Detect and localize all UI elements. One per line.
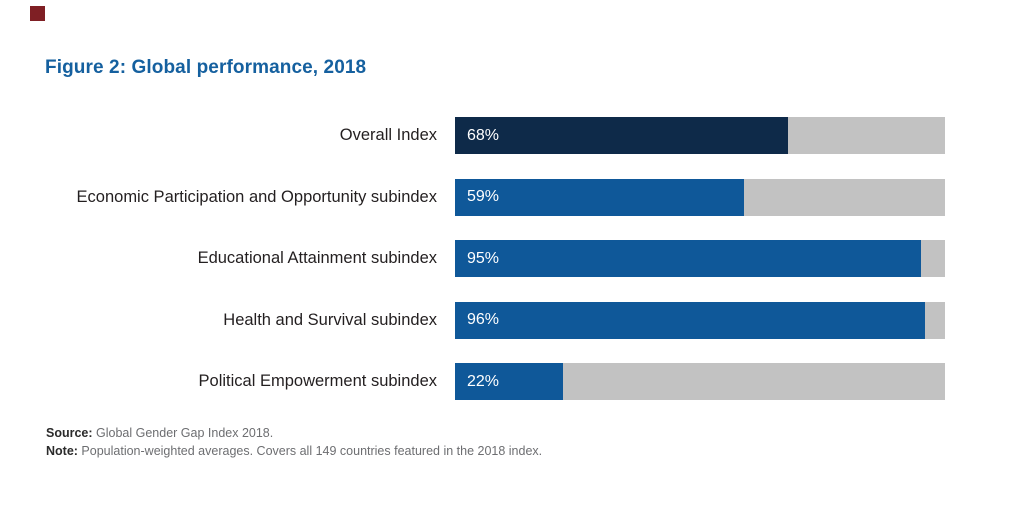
page-tab-marker: [30, 6, 45, 21]
chart-row: Educational Attainment subindex 95%: [0, 240, 1011, 277]
note-line: Note: Population-weighted averages. Cove…: [46, 442, 542, 460]
source-text: Global Gender Gap Index 2018.: [92, 426, 274, 440]
bar-fill: 95%: [455, 240, 921, 277]
chart-row: Overall Index 68%: [0, 117, 1011, 154]
category-label: Health and Survival subindex: [223, 310, 437, 329]
bar-track: 95%: [455, 240, 945, 277]
bar-fill: 59%: [455, 178, 745, 216]
bar-fill: 22%: [455, 363, 563, 400]
note-text: Population-weighted averages. Covers all…: [77, 444, 543, 458]
source-label: Source:: [46, 426, 93, 440]
value-label: 59%: [467, 188, 500, 205]
bar-track: 22%: [455, 363, 945, 400]
note-label: Note:: [46, 444, 78, 458]
category-label: Educational Attainment subindex: [197, 249, 437, 267]
bar-track: 68%: [455, 117, 945, 154]
value-label: 68%: [467, 126, 500, 144]
value-label: 96%: [467, 311, 500, 328]
category-label: Political Empowerment subindex: [198, 372, 437, 390]
chart-footnotes: Source: Global Gender Gap Index 2018. No…: [46, 424, 542, 460]
bar-chart: Overall Index 68% Economic Participation a…: [0, 117, 1011, 400]
chart-row: Health and Survival subindex 96%: [0, 301, 1011, 339]
value-label: 95%: [467, 249, 500, 267]
chart-row: Political Empowerment subindex 22%: [0, 363, 1011, 400]
bar-fill: 96%: [455, 301, 926, 339]
bar-fill: 68%: [455, 117, 789, 154]
bar-track: 96%: [455, 301, 945, 339]
category-label: Economic Participation and Opportunity s…: [76, 187, 437, 206]
chart-row: Economic Participation and Opportunity s…: [0, 178, 1011, 216]
source-line: Source: Global Gender Gap Index 2018.: [46, 424, 542, 442]
bar-track: 59%: [455, 178, 945, 216]
value-label: 22%: [467, 372, 500, 390]
category-label: Overall Index: [339, 126, 437, 144]
figure-title: Figure 2: Global performance, 2018: [45, 57, 367, 78]
